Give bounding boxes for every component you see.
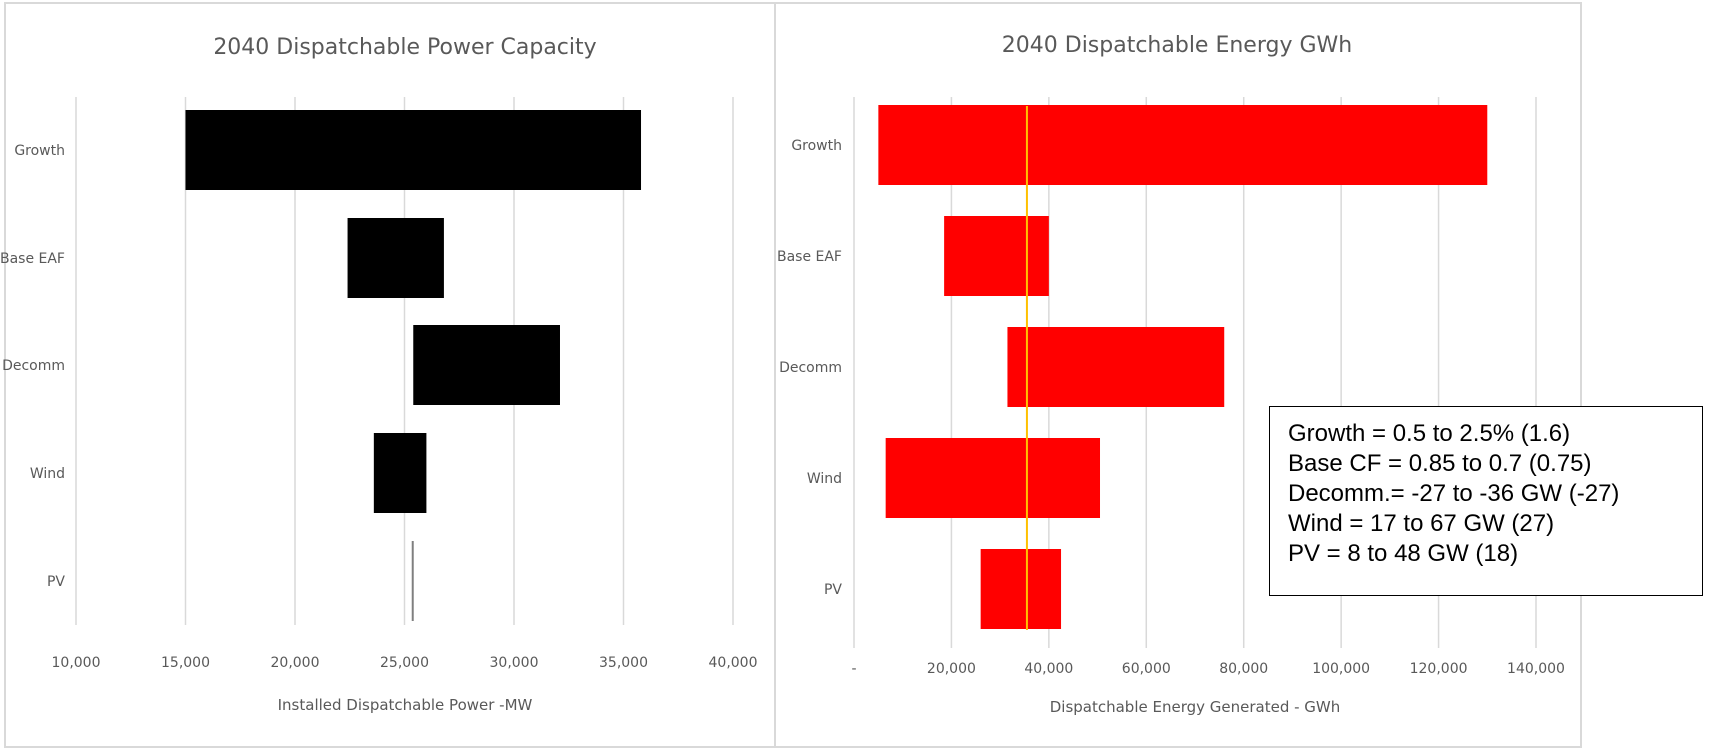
energy-x-tick-label: 100,000 (1312, 661, 1370, 677)
assumption-decomm: Decomm.= -27 to -36 GW (-27) (1288, 480, 1620, 507)
power-x-tick-label: 20,000 (271, 655, 320, 671)
energy-bar-wind (885, 438, 1101, 518)
energy-category-label: Growth (791, 138, 842, 154)
power-category-label: Base EAF (0, 251, 65, 267)
assumption-wind: Wind = 17 to 67 GW (27) (1288, 510, 1555, 537)
energy-chart: 2040 Dispatchable Energy GWh Dispatchabl… (777, 33, 1565, 716)
energy-bar-decomm (1007, 327, 1225, 407)
energy-bar-base-eaf (944, 216, 1049, 296)
power-x-tick-label: 10,000 (52, 655, 101, 671)
power-bar-pv (411, 541, 414, 621)
power-category-label: Wind (30, 466, 65, 482)
power-bar-decomm (413, 325, 560, 405)
power-x-tick-label: 25,000 (380, 655, 429, 671)
power-x-tick-label: 35,000 (599, 655, 648, 671)
energy-x-tick-label: 60,000 (1122, 661, 1171, 677)
energy-x-tick-label: - (851, 661, 856, 677)
power-bar-wind (373, 433, 427, 513)
energy-x-tick-label: 140,000 (1507, 661, 1565, 677)
power-x-tick-label: 15,000 (161, 655, 210, 671)
power-category-label: PV (47, 574, 65, 590)
power-category-label: Decomm (2, 358, 65, 374)
assumption-pv: PV = 8 to 48 GW (18) (1288, 540, 1519, 567)
power-x-axis-title: Installed Dispatchable Power -MW (278, 696, 533, 714)
power-capacity-chart: 2040 Dispatchable Power Capacity Install… (0, 35, 758, 714)
assumptions-box: Growth = 0.5 to 2.5% (1.6) Base CF = 0.8… (1269, 406, 1703, 596)
energy-x-axis-title: Dispatchable Energy Generated - GWh (1050, 698, 1341, 716)
energy-x-tick-label: 80,000 (1219, 661, 1268, 677)
assumption-base-cf: Base CF = 0.85 to 0.7 (0.75) (1288, 450, 1592, 477)
energy-chart-title: 2040 Dispatchable Energy GWh (1002, 33, 1352, 58)
power-bar-growth (185, 110, 642, 190)
energy-x-tick-label: 40,000 (1024, 661, 1073, 677)
energy-category-label: Wind (807, 471, 842, 487)
energy-x-tick-label: 120,000 (1410, 661, 1468, 677)
power-bar-base-eaf (347, 218, 444, 298)
energy-category-label: PV (824, 582, 842, 598)
energy-category-label: Base EAF (777, 249, 842, 265)
energy-bar-pv (980, 549, 1062, 629)
power-x-tick-label: 40,000 (709, 655, 758, 671)
assumption-growth: Growth = 0.5 to 2.5% (1.6) (1288, 420, 1571, 447)
power-category-label: Growth (14, 143, 65, 159)
energy-bar-growth (878, 105, 1488, 185)
power-chart-title: 2040 Dispatchable Power Capacity (213, 35, 596, 60)
energy-category-label: Decomm (779, 360, 842, 376)
energy-x-tick-label: 20,000 (927, 661, 976, 677)
power-x-tick-label: 30,000 (490, 655, 539, 671)
